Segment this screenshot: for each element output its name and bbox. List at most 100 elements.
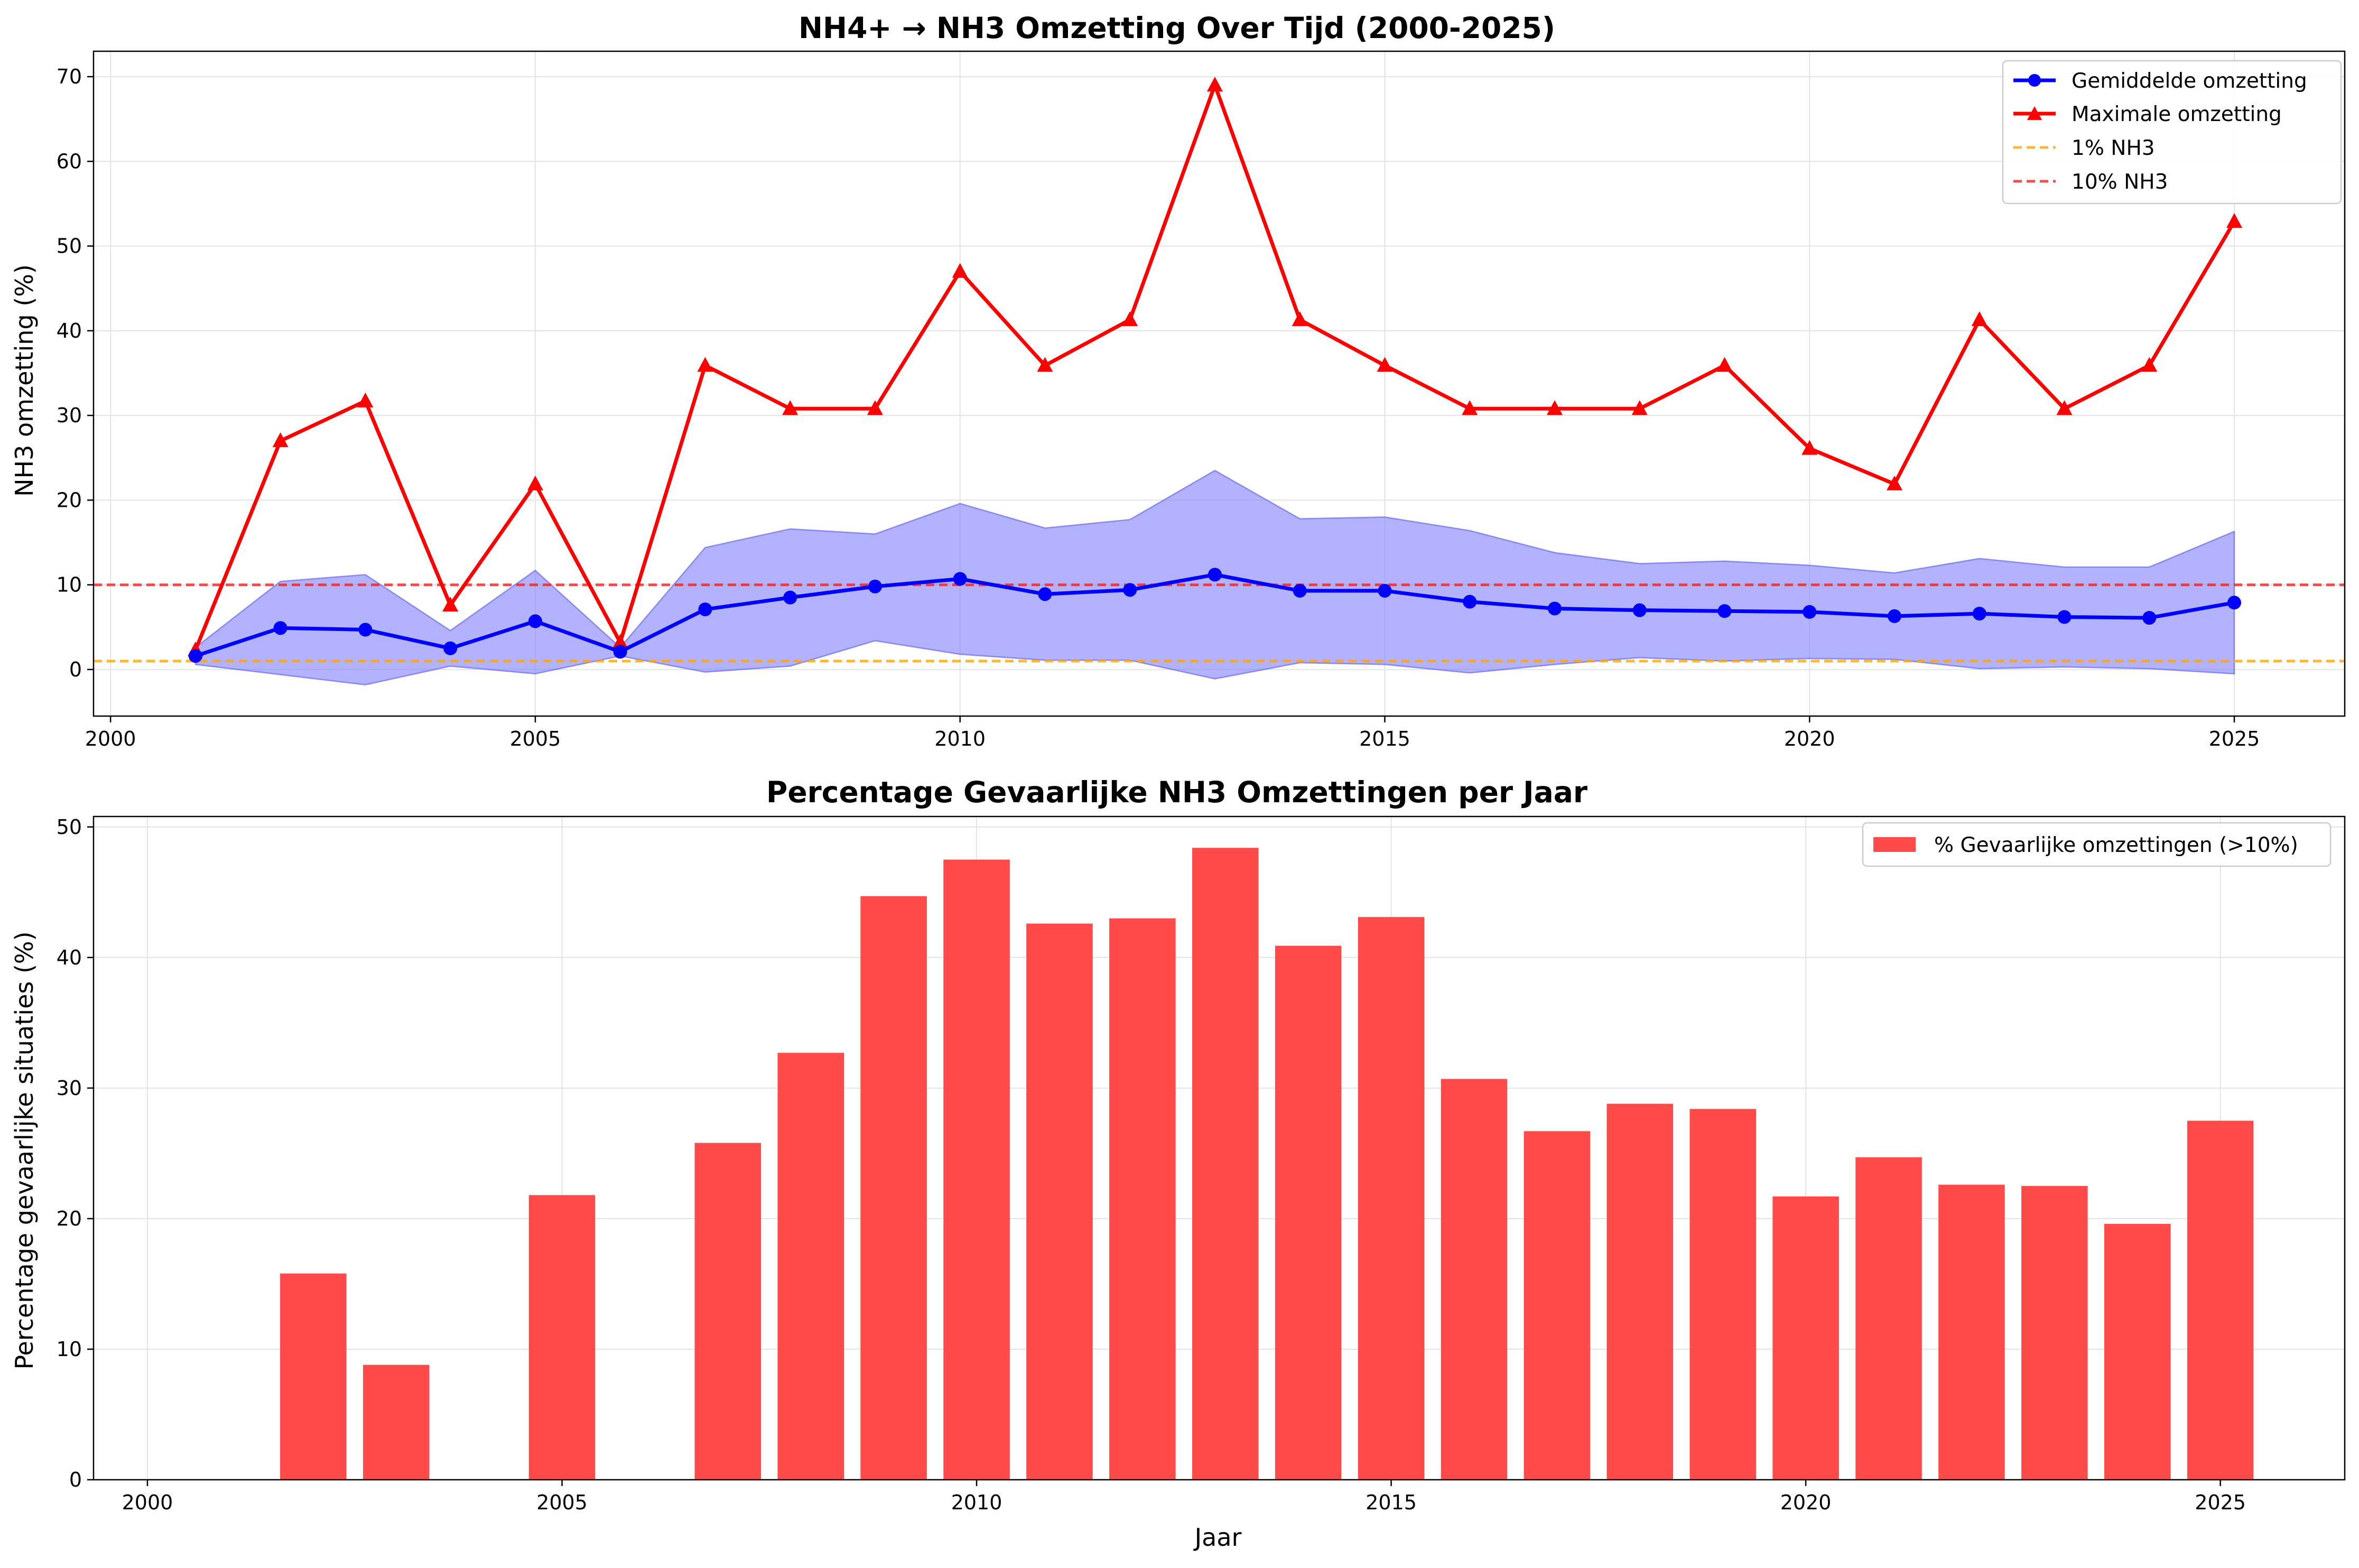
bar-2003: [363, 1365, 430, 1480]
bar-2015: [1358, 917, 1425, 1480]
series-max-point: [527, 475, 543, 490]
series-max-point: [867, 400, 883, 415]
series-max-point: [1206, 77, 1223, 92]
bar-2019: [1689, 1109, 1756, 1480]
top-y-tick-label: 70: [57, 65, 82, 88]
top-x-tick-label: 2000: [85, 727, 136, 750]
series-mean-point: [613, 645, 627, 659]
series-max-point: [1716, 357, 1733, 372]
series-max-point: [1546, 400, 1563, 415]
bottom-x-tick-label: 2010: [951, 1491, 1002, 1514]
bottom-y-tick-label: 50: [57, 815, 82, 839]
top-reference-lines: [94, 583, 2345, 663]
series-max-point: [1122, 311, 1138, 327]
bar-2005: [528, 1195, 596, 1480]
bar-2018: [1606, 1103, 1674, 1480]
top-x-ticks: 2000 2005 2010 2015 2020 2025: [85, 716, 2260, 750]
bottom-x-tick-label: 2020: [1780, 1491, 1832, 1514]
series-mean-point: [2227, 596, 2242, 610]
series-max-point: [2056, 400, 2073, 415]
series-max-point: [952, 263, 968, 278]
series-max-point: [1801, 440, 1818, 455]
bar-2010: [943, 859, 1010, 1480]
top-y-tick-label: 10: [57, 573, 82, 597]
series-max-point: [1292, 311, 1308, 327]
bottom-chart-title: Percentage Gevaarlijke NH3 Omzettingen p…: [766, 775, 1587, 809]
top-y-tick-label: 30: [57, 404, 82, 427]
bottom-y-tick-label: 10: [57, 1338, 82, 1361]
bar-2014: [1275, 945, 1342, 1480]
series-mean-point: [953, 572, 967, 586]
series-max-point: [1037, 357, 1053, 372]
bar-2013: [1192, 848, 1259, 1480]
top-y-tick-label: 0: [69, 658, 82, 681]
bottom-chart: Percentage Gevaarlijke NH3 Omzettingen p…: [10, 775, 2346, 1552]
series-mean-point: [698, 602, 712, 617]
series-max-point: [1377, 357, 1393, 372]
bottom-y-tick-label: 30: [57, 1077, 82, 1100]
top-series: [187, 77, 2243, 663]
top-plot-frame: [92, 50, 2346, 717]
series-max-point: [782, 400, 798, 415]
bottom-x-axis-label: Jaar: [1193, 1523, 1242, 1552]
bottom-plot-frame: [92, 815, 2346, 1481]
series-mean-point: [358, 623, 373, 637]
bar-2009: [860, 896, 927, 1480]
top-x-tick-label: 2005: [510, 727, 561, 750]
series-max-point: [1462, 400, 1478, 415]
legend-1pct-label: 1% NH3: [2072, 136, 2155, 160]
series-mean-point: [528, 614, 542, 628]
top-chart: NH4+ → NH3 Omzetting Over Tijd (2000-202…: [10, 11, 2346, 750]
series-max-point: [1631, 400, 1648, 415]
bar-2020: [1772, 1196, 1839, 1480]
series-mean-point: [443, 641, 458, 655]
series-mean-point: [273, 621, 287, 635]
series-mean-point: [868, 579, 882, 593]
bottom-x-tick-label: 2015: [1366, 1491, 1417, 1514]
top-y-tick-label: 60: [57, 150, 82, 173]
bar-2022: [1938, 1184, 2005, 1480]
bottom-x-tick-label: 2025: [2195, 1491, 2246, 1514]
top-x-tick-label: 2010: [934, 727, 986, 750]
legend-mean-marker: [2028, 74, 2041, 87]
bar-2021: [1855, 1157, 1922, 1480]
top-legend-box: [2002, 60, 2342, 205]
bottom-y-ticks: 0 10 20 30 40 50: [57, 815, 94, 1491]
series-mean-point: [1463, 595, 1477, 609]
series-max-point: [1971, 311, 1987, 327]
bar-2017: [1524, 1131, 1591, 1480]
legend-10pct-label: 10% NH3: [2072, 170, 2168, 194]
series-max-point: [2226, 213, 2243, 228]
series-mean-point: [1123, 583, 1137, 597]
bar-2025: [2187, 1120, 2254, 1480]
series-max-point: [697, 357, 713, 372]
top-x-tick-label: 2025: [2209, 727, 2260, 750]
series-mean-point: [1972, 607, 1986, 621]
bar-2024: [2104, 1223, 2171, 1480]
top-y-tick-label: 20: [57, 488, 82, 512]
top-chart-title: NH4+ → NH3 Omzetting Over Tijd (2000-202…: [798, 11, 1555, 45]
top-x-tick-label: 2020: [1784, 727, 1835, 750]
series-max-point: [1887, 475, 1902, 490]
bar-2016: [1441, 1079, 1508, 1480]
series-mean-point: [1717, 604, 1732, 618]
top-legend: Gemiddelde omzetting Maximale omzetting …: [2002, 60, 2342, 205]
bar-2007: [694, 1143, 761, 1480]
bottom-y-tick-label: 20: [57, 1207, 82, 1230]
series-max-point: [272, 432, 289, 448]
legend-bar-label: % Gevaarlijke omzettingen (>10%): [1934, 833, 2298, 857]
top-y-axis-label: NH3 omzetting (%): [10, 264, 39, 497]
bottom-y-axis-label: Percentage gevaarlijke situaties (%): [10, 931, 39, 1369]
bar-2002: [280, 1273, 347, 1480]
series-max-point: [612, 634, 628, 649]
series-mean-point: [1632, 603, 1647, 617]
bottom-x-tick-label: 2000: [122, 1491, 173, 1514]
bar-2023: [2021, 1186, 2088, 1480]
series-mean-point: [1803, 605, 1817, 619]
series-mean-point: [2057, 610, 2072, 624]
bottom-bars: [280, 848, 2254, 1480]
bar-2008: [777, 1053, 844, 1480]
series-max-point: [2141, 357, 2158, 372]
